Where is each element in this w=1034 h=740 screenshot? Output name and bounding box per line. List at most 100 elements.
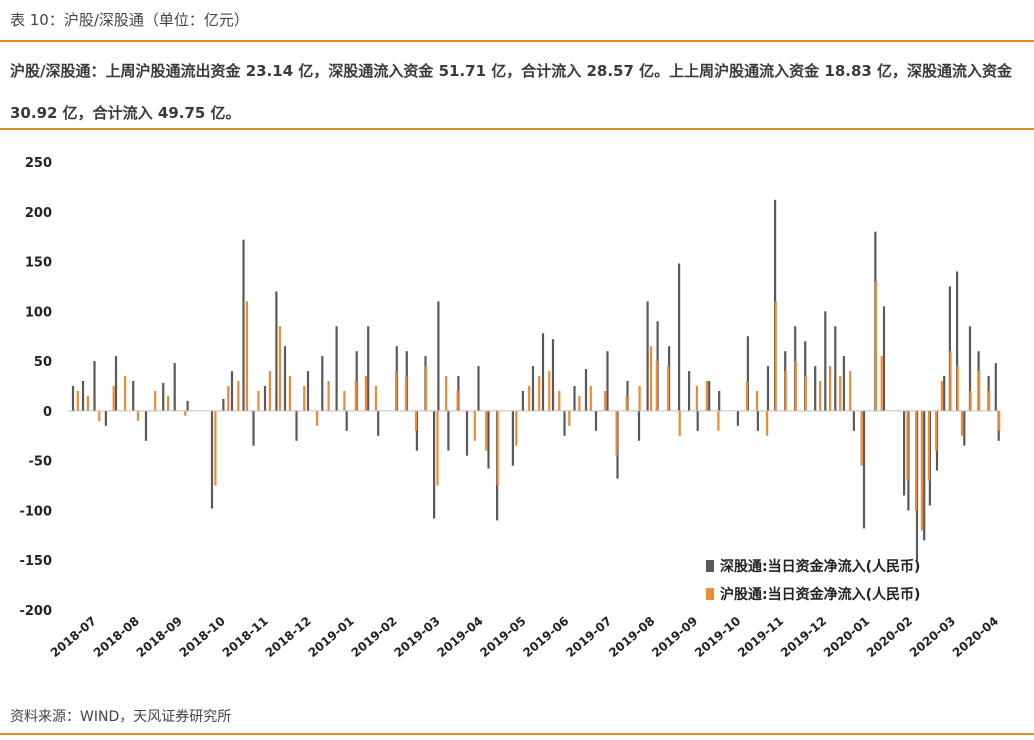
bar-sh [496, 410, 499, 486]
x-tick-label: 2019-06 [520, 614, 571, 660]
bar-sh [257, 391, 260, 411]
bar-sh [998, 410, 1001, 431]
y-tick-label: 100 [25, 305, 52, 320]
bar-sh [695, 386, 698, 411]
bar-sz [275, 291, 278, 411]
bar-sz [541, 333, 545, 411]
bar-sz [594, 410, 598, 431]
bar-sh [745, 381, 749, 411]
legend: 深股通:当日资金净流入(人民币) 沪股通:当日资金净流入(人民币) [706, 558, 920, 603]
bar-sh [978, 371, 981, 411]
bar-sh [364, 376, 367, 411]
y-tick-label: 250 [25, 156, 52, 171]
bar-sh [245, 301, 248, 411]
bar-sh [414, 410, 418, 431]
x-tick-label: 2018-09 [134, 614, 185, 660]
bar-sz [173, 363, 176, 411]
bar-sh [615, 410, 618, 456]
x-tick-label: 2019-03 [391, 614, 442, 660]
bar-sh [445, 376, 448, 411]
bar-sh [839, 376, 842, 411]
bar-sz [948, 286, 951, 411]
bar-sz [377, 410, 380, 436]
bar-sh [288, 376, 291, 411]
bar-sh [237, 381, 240, 411]
y-tick-label: -200 [19, 604, 52, 619]
x-axis: 2018-072018-082018-092018-102018-112018-… [48, 614, 1001, 660]
bar-sh [927, 410, 931, 481]
bar-sh [394, 371, 398, 411]
bar-sz [862, 410, 866, 529]
bar-sz [688, 371, 691, 411]
x-tick-label: 2018-08 [91, 614, 142, 660]
bar-sh [436, 410, 439, 486]
bar-sz [465, 410, 469, 456]
x-tick-label: 2018-10 [177, 614, 228, 660]
x-tick-label: 2019-09 [649, 614, 700, 660]
x-tick-label: 2018-11 [220, 614, 271, 660]
bar-sz [994, 363, 997, 411]
bar-sz [81, 381, 85, 411]
x-tick-label: 2019-08 [606, 614, 657, 660]
bar-sz [903, 410, 906, 496]
bar-sh [655, 361, 658, 411]
bar-sz [447, 410, 450, 451]
y-tick-label: -150 [19, 554, 52, 569]
bar-sh [915, 410, 918, 511]
y-tick-label: 150 [25, 256, 52, 271]
bar-sh [184, 410, 187, 416]
bar-sh [766, 410, 769, 436]
y-tick-label: -100 [19, 504, 52, 519]
x-tick-label: 2019-05 [477, 614, 528, 660]
legend-label: 沪股通:当日资金净流入(人民币) [720, 586, 920, 603]
bar-sz [186, 400, 189, 411]
bar-sz [736, 410, 739, 426]
bar-sh [343, 391, 346, 411]
x-tick-label: 2020-02 [864, 614, 915, 660]
bar-sz [882, 306, 886, 411]
bar-sh [268, 371, 271, 411]
bar-sh [935, 410, 938, 451]
bar-sh [76, 391, 79, 411]
bar-sh [804, 376, 807, 411]
bar-sz [144, 410, 148, 441]
x-tick-label: 2020-01 [821, 614, 872, 660]
bar-sh [112, 386, 115, 411]
x-tick-label: 2018-12 [263, 614, 314, 660]
bar-sz [345, 410, 348, 431]
bottom-rule [0, 733, 1034, 735]
bar-sh [860, 410, 863, 466]
bar-sz [104, 410, 107, 426]
table-caption: 表 10：沪股/深股通（单位：亿元） [10, 11, 249, 29]
bar-sh [949, 351, 952, 411]
bar-sz [573, 386, 576, 411]
bar-sz [708, 381, 711, 411]
bar-sh [456, 391, 459, 411]
bar-sz [222, 398, 225, 411]
bar-sz [943, 376, 946, 411]
bar-sh [485, 410, 488, 451]
bar-sz [93, 361, 96, 411]
bar-sh [404, 376, 408, 411]
bar-sh [874, 281, 878, 411]
bar-sz [563, 410, 566, 436]
summary-rule [0, 128, 1034, 130]
y-tick-label: 200 [25, 206, 52, 221]
bar-sz [584, 369, 588, 411]
bar-sh [124, 376, 127, 411]
bar-sh [649, 346, 653, 411]
bar-sh [819, 381, 822, 411]
bar-sz [923, 410, 926, 541]
bar-sh [354, 381, 357, 411]
bar-sh [538, 376, 541, 411]
x-tick-label: 2019-11 [735, 614, 786, 660]
bar-sh [829, 366, 832, 411]
bar-sz [437, 301, 440, 411]
bar-sh [548, 371, 551, 411]
bar-sh [528, 386, 531, 411]
bar-sh [303, 386, 306, 411]
top-rule [0, 40, 1034, 42]
bar-sz [230, 371, 234, 411]
bar-sz [367, 326, 370, 411]
